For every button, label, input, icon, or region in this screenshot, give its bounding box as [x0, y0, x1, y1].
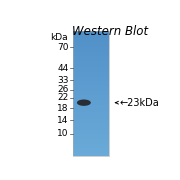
Bar: [73, 83, 109, 84]
Text: 14: 14: [57, 116, 69, 125]
Bar: [73, 80, 109, 81]
Bar: [73, 69, 109, 70]
Bar: [73, 140, 109, 142]
Text: 33: 33: [57, 76, 69, 85]
Bar: [73, 31, 109, 33]
Bar: [73, 134, 109, 136]
Bar: [73, 39, 109, 41]
Text: Western Blot: Western Blot: [72, 25, 148, 38]
Bar: [73, 144, 109, 145]
Text: 44: 44: [57, 64, 69, 73]
Bar: [73, 119, 109, 120]
Bar: [73, 34, 109, 36]
Bar: [73, 66, 109, 67]
Bar: [73, 147, 109, 148]
Bar: [73, 153, 109, 154]
Bar: [73, 92, 109, 94]
Text: ←23kDa: ←23kDa: [120, 98, 159, 108]
Text: 70: 70: [57, 43, 69, 52]
Bar: [73, 91, 109, 92]
Bar: [73, 97, 109, 98]
Bar: [73, 61, 109, 62]
Bar: [73, 123, 109, 125]
Bar: [73, 105, 109, 106]
Bar: [73, 111, 109, 112]
Bar: [73, 41, 109, 42]
Bar: [73, 139, 109, 140]
Bar: [73, 64, 109, 66]
Bar: [73, 142, 109, 144]
Bar: [73, 76, 109, 78]
Bar: [73, 87, 109, 89]
Bar: [73, 98, 109, 100]
Bar: [73, 84, 109, 86]
Bar: [73, 109, 109, 111]
Bar: [73, 148, 109, 150]
Bar: [73, 106, 109, 108]
Bar: [73, 86, 109, 87]
Text: 26: 26: [57, 85, 69, 94]
Bar: [73, 130, 109, 131]
Bar: [73, 128, 109, 130]
Bar: [73, 45, 109, 47]
Bar: [73, 36, 109, 38]
Bar: [73, 133, 109, 134]
Bar: [73, 78, 109, 80]
Bar: [73, 73, 109, 75]
Text: kDa: kDa: [50, 33, 68, 42]
Bar: [73, 62, 109, 64]
Bar: [73, 100, 109, 102]
Bar: [73, 42, 109, 44]
Bar: [73, 53, 109, 55]
Bar: [73, 126, 109, 128]
Bar: [73, 125, 109, 126]
Bar: [73, 81, 109, 83]
Bar: [73, 131, 109, 133]
Bar: [73, 38, 109, 39]
Ellipse shape: [77, 100, 91, 106]
Bar: [73, 56, 109, 58]
Bar: [73, 52, 109, 53]
Bar: [73, 151, 109, 153]
Bar: [73, 103, 109, 105]
Bar: [73, 47, 109, 48]
Text: 22: 22: [57, 93, 69, 102]
Bar: [73, 137, 109, 139]
Bar: [73, 55, 109, 56]
Bar: [73, 108, 109, 109]
Bar: [73, 112, 109, 114]
Bar: [73, 58, 109, 59]
Bar: [73, 154, 109, 156]
Bar: [73, 70, 109, 72]
Bar: [73, 95, 109, 97]
Bar: [73, 33, 109, 34]
Text: 10: 10: [57, 129, 69, 138]
Bar: [73, 120, 109, 122]
Bar: [73, 150, 109, 151]
Bar: [73, 75, 109, 76]
Bar: [73, 114, 109, 116]
Bar: [73, 59, 109, 61]
Bar: [73, 122, 109, 123]
Bar: [73, 44, 109, 45]
Bar: [73, 72, 109, 73]
Bar: [73, 50, 109, 52]
Bar: [73, 117, 109, 119]
Bar: [73, 116, 109, 117]
Bar: [73, 145, 109, 147]
Bar: [73, 67, 109, 69]
Bar: [73, 89, 109, 91]
Bar: [73, 102, 109, 103]
Bar: [73, 94, 109, 95]
Text: 18: 18: [57, 104, 69, 113]
Bar: [73, 48, 109, 50]
Bar: [73, 31, 109, 156]
Bar: [73, 136, 109, 137]
